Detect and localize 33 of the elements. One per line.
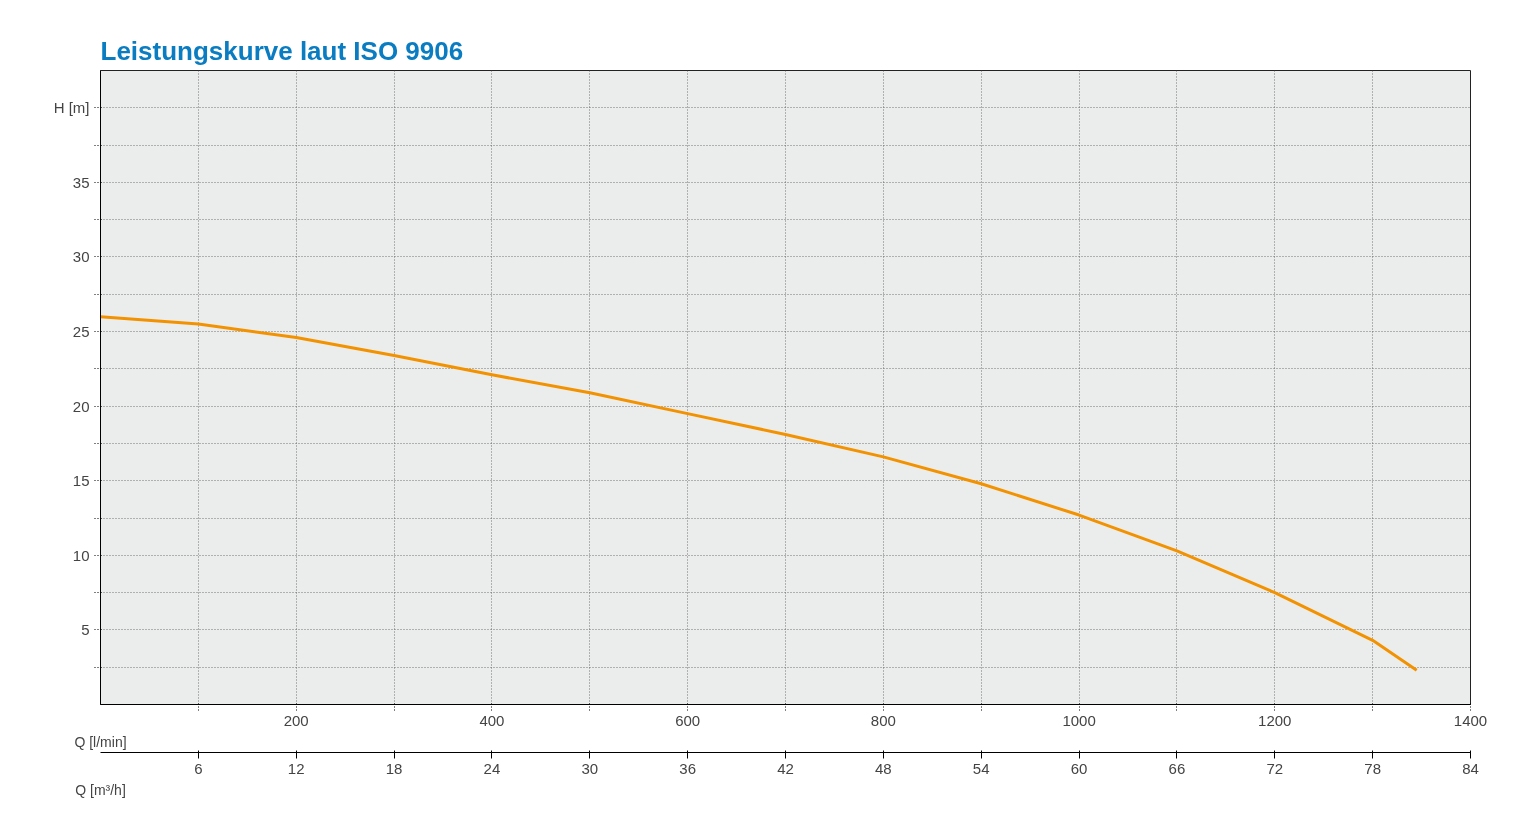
y-tick-label: 10 [72,546,90,564]
x-tick-label: 400 [479,711,505,729]
y-axis-title: H [m] [53,99,90,117]
x2-tick-label: 30 [581,759,599,777]
x2-tick-label: 24 [483,759,501,777]
x-axis-title: Q [l/min] [74,733,127,750]
x2-tick-label: 78 [1364,759,1381,777]
x2-tick-label: 48 [875,759,892,777]
x2-tick-label: 6 [194,759,203,777]
chart-title: Leistungskurve laut ISO 9906 [100,35,464,66]
x2-tick-label: 18 [385,759,403,777]
x2-axis-title: Q [m³/h] [75,781,126,798]
y-tick-label: 30 [72,248,90,266]
y-tick-label: 25 [72,323,90,341]
x2-tick-label: 66 [1168,759,1186,777]
x2-tick-label: 12 [287,759,305,777]
x-tick-label: 200 [283,711,309,729]
x2-tick-label: 60 [1070,759,1088,777]
x-tick-label: 800 [870,711,896,729]
x2-tick-label: 54 [972,759,990,777]
x-tick-label: 1400 [1453,711,1488,729]
y-tick-label: 5 [81,621,90,639]
y-tick-label: 35 [72,173,90,191]
x-tick-label: 600 [675,711,701,729]
x-tick-label: 1200 [1258,711,1292,729]
y-tick-label: 15 [72,472,90,490]
y-tick-label: 20 [72,397,90,415]
x2-tick-label: 84 [1462,759,1479,777]
x2-tick-label: 36 [679,759,696,777]
x2-tick-label: 42 [777,759,794,777]
line-series [100,315,1419,672]
x-tick-label: 1000 [1062,711,1096,729]
x2-tick-label: 72 [1266,759,1284,777]
